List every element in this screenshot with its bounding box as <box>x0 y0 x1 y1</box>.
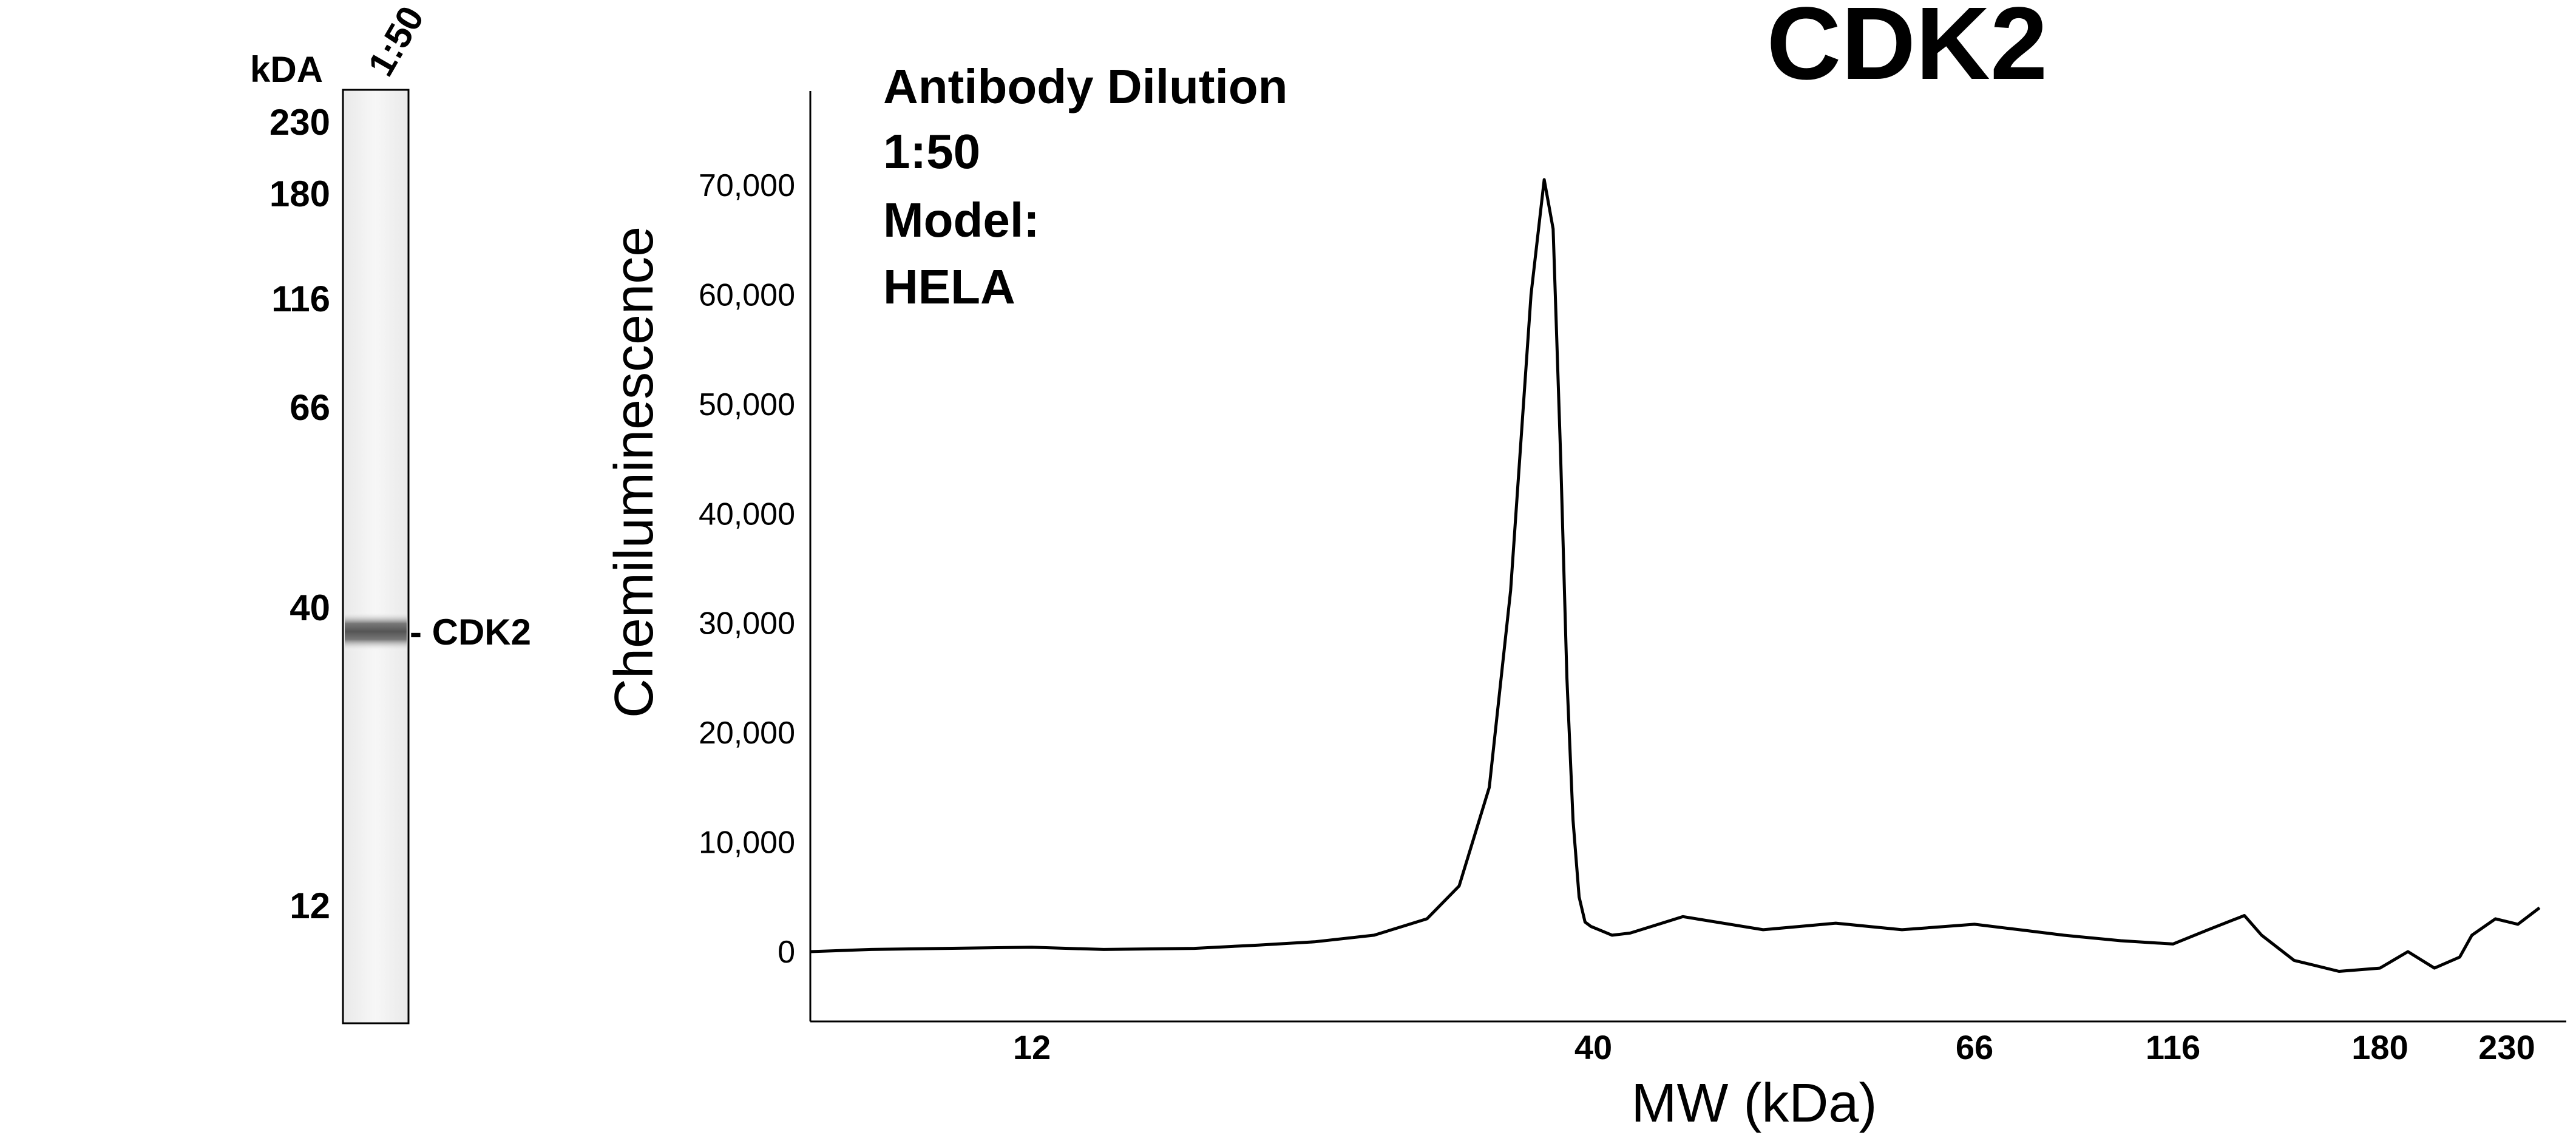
x-tick-label: 66 <box>1956 1028 1993 1066</box>
blot-marker-40: 40 <box>290 587 330 628</box>
y-tick-label: 70,000 <box>699 168 795 203</box>
x-axis-title: MW (kDa) <box>1632 1073 1877 1134</box>
blot-band-label: - CDK2 <box>410 612 531 652</box>
annotation-dilution-value: 1:50 <box>883 124 980 178</box>
blot-marker-12: 12 <box>290 885 330 926</box>
y-tick-label: 10,000 <box>699 825 795 861</box>
x-tick-label: 180 <box>2351 1028 2408 1066</box>
y-tick-label: 50,000 <box>699 387 795 422</box>
annotation-model-label: Model: <box>883 193 1040 247</box>
y-tick-label: 0 <box>778 935 795 970</box>
chemiluminescence-trace <box>810 178 2541 973</box>
y-tick-label: 30,000 <box>699 606 795 642</box>
chart-panel: CDK2 Antibody Dilution 1:50 Model: HELA … <box>604 0 2566 1134</box>
y-axis-title: Chemiluminescence <box>604 226 665 718</box>
blot-lane-label: 1:50 <box>360 0 432 83</box>
x-tick-label: 116 <box>2146 1028 2200 1066</box>
blot-panel: kDA 1:50 230 180 116 66 40 12 - CDK2 <box>250 0 531 1024</box>
blot-marker-180: 180 <box>269 174 330 214</box>
x-tick-label: 230 <box>2478 1028 2535 1066</box>
blot-units-label: kDA <box>250 49 323 90</box>
y-tick-label: 60,000 <box>699 277 795 313</box>
chart-title: CDK2 <box>1767 0 2048 101</box>
x-tick-label: 12 <box>1013 1028 1051 1066</box>
blot-lane <box>342 89 410 1024</box>
x-tick-labels: 12 40 66 116 180 230 <box>1013 1028 2535 1066</box>
blot-band <box>345 612 407 651</box>
x-tick-label: 40 <box>1574 1028 1612 1066</box>
annotation-antibody-dilution: Antibody Dilution <box>883 59 1288 113</box>
annotation-model-value: HELA <box>883 260 1015 314</box>
blot-marker-116: 116 <box>271 279 330 319</box>
blot-marker-230: 230 <box>269 102 330 143</box>
blot-marker-66: 66 <box>290 387 330 428</box>
y-tick-label: 40,000 <box>699 496 795 532</box>
y-tick-label: 20,000 <box>699 716 795 751</box>
y-tick-labels: 0 10,000 20,000 30,000 40,000 50,000 60,000 70,… <box>699 168 795 970</box>
